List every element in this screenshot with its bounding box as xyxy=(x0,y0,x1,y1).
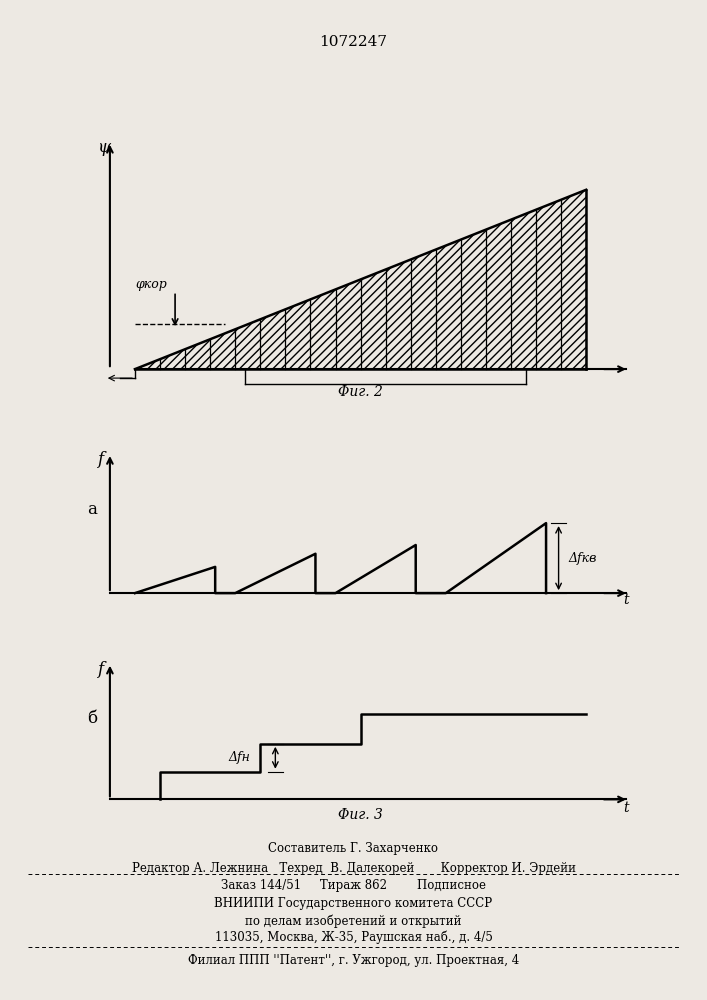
Text: f: f xyxy=(98,451,103,468)
Text: Редактор А. Лежнина   Техред  В. Далекорей       Корректор И. Эрдейи: Редактор А. Лежнина Техред В. Далекорей … xyxy=(132,862,575,875)
Text: Δfн: Δfн xyxy=(228,751,250,764)
Text: Составитель Г. Захарченко: Составитель Г. Захарченко xyxy=(269,842,438,855)
Text: 113035, Москва, Ж-35, Раушская наб., д. 4/5: 113035, Москва, Ж-35, Раушская наб., д. … xyxy=(214,931,493,944)
Text: Δfкв: Δfкв xyxy=(568,552,597,565)
Text: ψ: ψ xyxy=(98,139,110,156)
Text: φкор: φкор xyxy=(135,278,167,291)
Text: Φиг. 3: Φиг. 3 xyxy=(338,808,383,822)
Text: б: б xyxy=(88,710,98,727)
Text: по делам изобретений и открытий: по делам изобретений и открытий xyxy=(245,914,462,928)
Text: Филиал ППП ''Патент'', г. Ужгород, ул. Проектная, 4: Филиал ППП ''Патент'', г. Ужгород, ул. П… xyxy=(188,954,519,967)
Text: f: f xyxy=(98,661,103,678)
Text: ВНИИПИ Государственного комитета СССР: ВНИИПИ Государственного комитета СССР xyxy=(214,897,493,910)
Text: Φиг. 2: Φиг. 2 xyxy=(338,385,383,399)
Text: t: t xyxy=(624,801,629,815)
Text: Заказ 144/51     Тираж 862        Подписное: Заказ 144/51 Тираж 862 Подписное xyxy=(221,879,486,892)
Text: t: t xyxy=(624,593,629,607)
Text: 1072247: 1072247 xyxy=(320,35,387,49)
Text: а: а xyxy=(88,501,98,518)
